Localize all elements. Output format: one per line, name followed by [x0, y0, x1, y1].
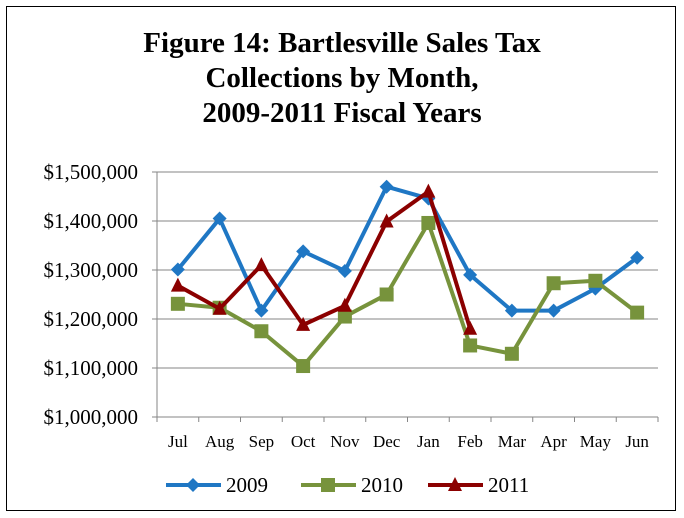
data-point-2010 — [546, 276, 561, 291]
chart-title-line-1: Figure 14: Bartlesville Sales Tax — [143, 27, 541, 59]
x-tick-label: Apr — [540, 432, 567, 451]
data-point-2010 — [379, 287, 394, 302]
y-tick-label: $1,300,000 — [44, 258, 139, 282]
data-point-2011 — [337, 297, 352, 312]
series-line-2010 — [177, 220, 639, 369]
data-point-2009 — [254, 303, 269, 318]
data-point-2009 — [212, 211, 227, 226]
data-point-2010 — [296, 359, 311, 374]
x-tick-label: Mar — [498, 432, 527, 451]
data-point-2010 — [630, 305, 645, 320]
data-point-2010 — [463, 338, 478, 353]
legend-marker-2010 — [321, 478, 335, 492]
legend-label-2011: 2011 — [488, 473, 529, 497]
x-tick-label: Aug — [205, 432, 235, 451]
legend-marker-2009 — [186, 478, 200, 492]
data-point-2009 — [630, 250, 645, 265]
x-tick-label: Jul — [168, 432, 188, 451]
x-tick-label: Dec — [373, 432, 401, 451]
y-tick-label: $1,200,000 — [44, 307, 139, 331]
data-point-2010 — [421, 215, 436, 230]
x-tick-label: Jun — [625, 432, 649, 451]
data-point-2010 — [504, 346, 519, 361]
data-point-2009 — [296, 244, 311, 259]
x-tick-label: Jan — [417, 432, 440, 451]
data-point-2011 — [421, 183, 436, 198]
data-point-2011 — [296, 316, 311, 331]
y-tick-label: $1,400,000 — [44, 209, 139, 233]
series-line-2011 — [176, 189, 473, 330]
x-tick-label: May — [580, 432, 612, 451]
data-point-2009 — [546, 303, 561, 318]
x-tick-label: Feb — [457, 432, 483, 451]
data-point-2010 — [588, 273, 603, 288]
data-point-2009 — [379, 179, 394, 194]
chart-title: Figure 14: Bartlesville Sales Tax Collec… — [0, 26, 684, 131]
y-tick-label: $1,100,000 — [44, 356, 139, 380]
series-line-2009 — [176, 184, 639, 313]
data-point-2009 — [337, 263, 352, 278]
data-point-2009 — [463, 267, 478, 282]
data-point-2010 — [254, 324, 269, 339]
data-point-2009 — [170, 262, 185, 277]
x-tick-label: Oct — [291, 432, 316, 451]
data-point-2009 — [504, 303, 519, 318]
chart-title-line-3: 2009-2011 Fiscal Years — [202, 97, 482, 129]
legend-label-2009: 2009 — [226, 473, 268, 497]
x-tick-label: Sep — [249, 432, 275, 451]
data-point-2011 — [170, 277, 185, 292]
chart-frame — [6, 6, 676, 511]
data-point-2011 — [463, 320, 478, 335]
data-point-2011 — [254, 257, 269, 272]
legend-label-2010: 2010 — [361, 473, 403, 497]
chart-title-line-2: Collections by Month, — [205, 62, 479, 94]
y-tick-label: $1,500,000 — [44, 160, 139, 184]
x-tick-label: Nov — [330, 432, 360, 451]
legend-marker-2011 — [448, 477, 462, 491]
y-tick-label: $1,000,000 — [44, 405, 139, 429]
data-point-2010 — [337, 309, 352, 324]
data-point-2011 — [212, 300, 227, 315]
data-point-2010 — [170, 296, 185, 311]
data-point-2011 — [379, 213, 394, 228]
